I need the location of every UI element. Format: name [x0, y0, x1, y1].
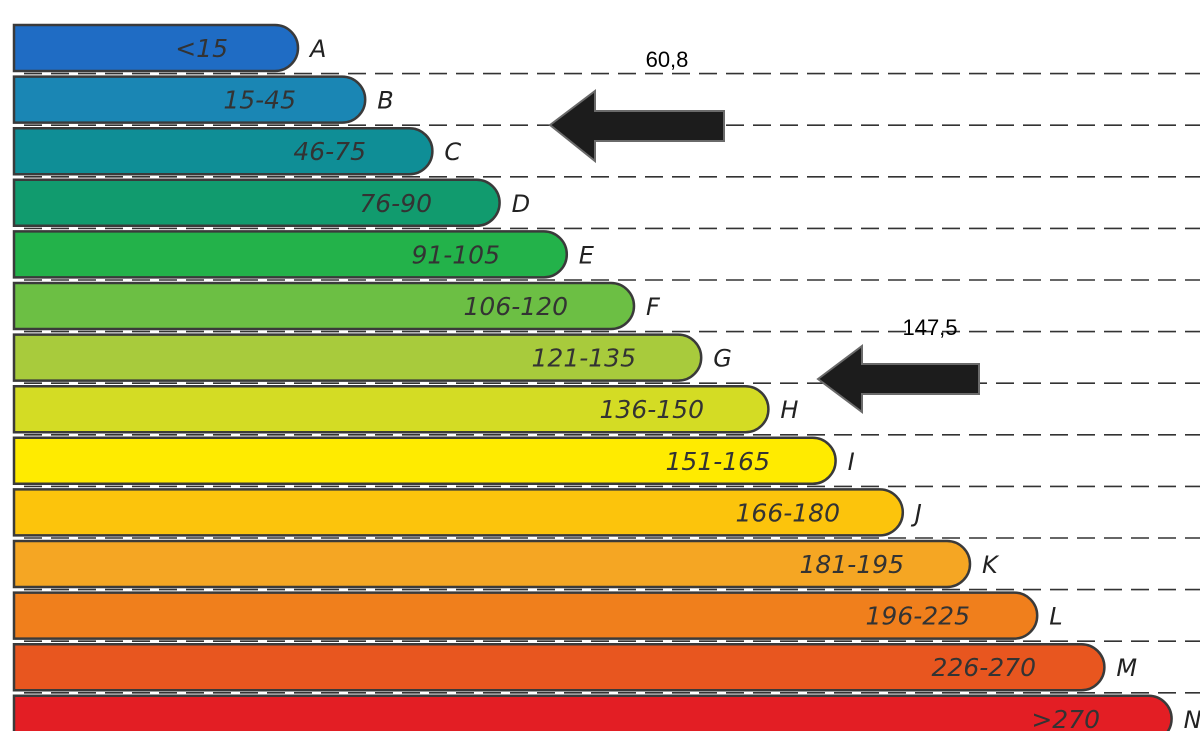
class-bar-e: [12, 230, 568, 279]
class-row-f: 106-120 F: [12, 281, 661, 331]
class-row-g: 121-135 G: [12, 333, 732, 382]
marker-2-value: 147,5: [902, 315, 957, 340]
class-bar-d: [12, 178, 501, 228]
class-bar-f: [12, 281, 636, 331]
class-bar-a: [12, 23, 300, 73]
class-range-k: 181-195: [800, 550, 904, 579]
class-range-g: 121-135: [532, 344, 636, 373]
class-letter-e: E: [579, 241, 595, 269]
class-letter-c: C: [444, 138, 461, 166]
marker-2-arrow-icon: [816, 344, 980, 414]
class-letter-m: M: [1116, 654, 1137, 682]
class-letter-h: H: [780, 396, 798, 424]
class-row-d: 76-90 D: [12, 178, 530, 228]
class-range-m: 226-270: [932, 653, 1036, 682]
class-bar-m: [12, 642, 1106, 692]
class-row-h: 136-150 H: [12, 384, 798, 434]
class-bars: <15 A 15-45 B 46-75 C 76-90 D 91-105 E 106-120 F 121…: [12, 23, 1200, 731]
class-bar-g: [12, 333, 703, 382]
class-row-m: 226-270 M: [12, 642, 1137, 692]
class-range-n: >270: [1031, 705, 1100, 731]
class-letter-n: N: [1184, 706, 1200, 731]
class-bar-b: [12, 75, 367, 124]
marker-1-value: 60,8: [646, 47, 689, 72]
class-range-h: 136-150: [600, 395, 704, 424]
value-markers: 60,8 147,5: [548, 47, 980, 414]
marker-1: 60,8: [548, 47, 725, 164]
class-range-i: 151-165: [666, 447, 770, 476]
class-bar-i: [12, 436, 837, 486]
class-range-c: 46-75: [293, 137, 366, 166]
class-bar-k: [12, 539, 972, 589]
class-letter-b: B: [377, 87, 393, 115]
class-row-a: <15 A: [12, 23, 326, 73]
class-range-a: <15: [175, 34, 228, 63]
class-row-j: 166-180 J: [12, 488, 922, 537]
class-row-k: 181-195 K: [12, 539, 1000, 589]
class-letter-d: D: [512, 190, 530, 218]
class-row-e: 91-105 E: [12, 230, 595, 279]
class-bar-l: [12, 591, 1039, 640]
class-range-f: 106-120: [464, 292, 568, 321]
class-row-c: 46-75 C: [12, 126, 461, 176]
dashed-guide-lines: [24, 72, 1200, 694]
class-row-b: 15-45 B: [12, 75, 394, 124]
class-bar-j: [12, 488, 904, 537]
class-letter-i: I: [848, 448, 855, 476]
class-range-j: 166-180: [736, 498, 840, 527]
class-bar-c: [12, 126, 434, 176]
class-row-l: 196-225 L: [12, 591, 1063, 640]
class-letter-k: K: [982, 551, 1000, 579]
class-bar-h: [12, 384, 770, 434]
class-range-b: 15-45: [223, 86, 296, 115]
class-letter-j: J: [911, 499, 922, 527]
class-range-e: 91-105: [411, 240, 500, 269]
class-letter-a: A: [308, 35, 326, 63]
class-bar-n: [12, 694, 1173, 731]
class-range-d: 76-90: [359, 189, 432, 218]
class-letter-l: L: [1049, 603, 1062, 631]
marker-2: 147,5: [816, 315, 980, 414]
class-row-n: >270 N: [12, 694, 1200, 731]
marker-1-arrow-icon: [548, 88, 725, 164]
class-row-i: 151-165 I: [12, 436, 855, 486]
class-letter-f: F: [646, 293, 661, 321]
class-letter-g: G: [713, 345, 732, 373]
class-range-l: 196-225: [866, 602, 970, 631]
